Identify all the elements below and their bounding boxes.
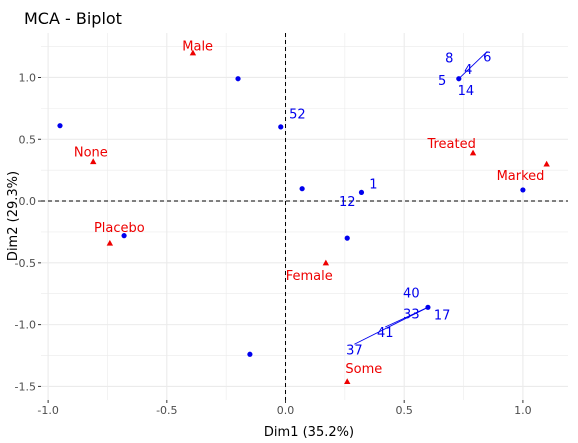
individual-label: 37 bbox=[346, 343, 363, 358]
variable-point bbox=[469, 149, 477, 156]
variable-label: Male bbox=[182, 39, 213, 54]
y-axis-ticks: -1.5 -1.0 -0.5 0.0 0.5 1.0 bbox=[15, 71, 41, 393]
y-tick-label: -1.5 bbox=[15, 380, 36, 393]
x-tick-label: 0.0 bbox=[277, 404, 295, 417]
variable-point bbox=[106, 239, 114, 246]
label-connector bbox=[354, 306, 429, 345]
variable-label: Treated bbox=[426, 137, 475, 152]
individual-point bbox=[278, 124, 284, 130]
x-axis-title: Dim1 (35.2%) bbox=[264, 425, 354, 440]
x-tick-label: -1.0 bbox=[37, 404, 58, 417]
individual-point bbox=[358, 189, 365, 196]
variable-point bbox=[344, 378, 351, 385]
y-tick-label: -0.5 bbox=[15, 257, 36, 270]
individual-label: 14 bbox=[458, 84, 475, 99]
y-tick-label: 1.0 bbox=[19, 71, 37, 84]
individual-label: 33 bbox=[403, 307, 420, 322]
individual-point bbox=[121, 233, 127, 239]
y-tick-label: 0.0 bbox=[19, 195, 37, 208]
variable-point bbox=[543, 160, 550, 167]
individual-point bbox=[425, 304, 431, 310]
variable-label: Female bbox=[286, 269, 333, 284]
individual-label: 5 bbox=[438, 74, 446, 89]
y-axis-title: Dim2 (29.3%) bbox=[6, 171, 21, 261]
variable-label: None bbox=[74, 146, 108, 161]
individual-point bbox=[247, 351, 253, 357]
individual-point bbox=[57, 123, 63, 129]
variable-points bbox=[90, 49, 550, 385]
x-tick-label: -0.5 bbox=[156, 404, 177, 417]
individual-label: 52 bbox=[289, 107, 306, 122]
variable-point bbox=[322, 259, 330, 266]
individual-point bbox=[456, 76, 462, 82]
variable-point bbox=[189, 49, 197, 56]
individual-label: 41 bbox=[377, 326, 394, 341]
individual-label: 12 bbox=[339, 195, 356, 210]
point-labels: 52 1 12 8 64 5 14 40 33 17 41 37 Male None Treated Mark… bbox=[74, 39, 545, 377]
chart-title: MCA - Biplot bbox=[24, 9, 122, 28]
label-connectors bbox=[354, 51, 488, 345]
x-tick-label: 0.5 bbox=[395, 404, 413, 417]
individual-point bbox=[344, 235, 350, 241]
individual-point bbox=[520, 187, 526, 193]
individual-label: 1 bbox=[369, 178, 377, 193]
individual-label: 4 bbox=[464, 63, 472, 78]
variable-label: Some bbox=[345, 362, 382, 377]
individual-label: 17 bbox=[434, 309, 451, 324]
variable-label: Marked bbox=[497, 169, 545, 184]
reference-lines bbox=[41, 33, 568, 400]
individual-point bbox=[299, 186, 305, 192]
individual-points bbox=[57, 76, 526, 357]
individual-point bbox=[235, 76, 241, 82]
individual-label: 8 bbox=[445, 52, 453, 67]
y-tick-label: 0.5 bbox=[19, 133, 37, 146]
x-axis-ticks: -1.0 -0.5 0.0 0.5 1.0 bbox=[37, 400, 532, 417]
grid-layer bbox=[41, 33, 568, 400]
label-connector bbox=[458, 51, 488, 80]
variable-point bbox=[90, 158, 97, 165]
x-tick-label: 1.0 bbox=[514, 404, 532, 417]
individual-label: 6 bbox=[483, 50, 491, 65]
individual-label: 40 bbox=[403, 286, 420, 301]
variable-label: Placebo bbox=[94, 221, 145, 236]
y-tick-label: -1.0 bbox=[15, 319, 36, 332]
